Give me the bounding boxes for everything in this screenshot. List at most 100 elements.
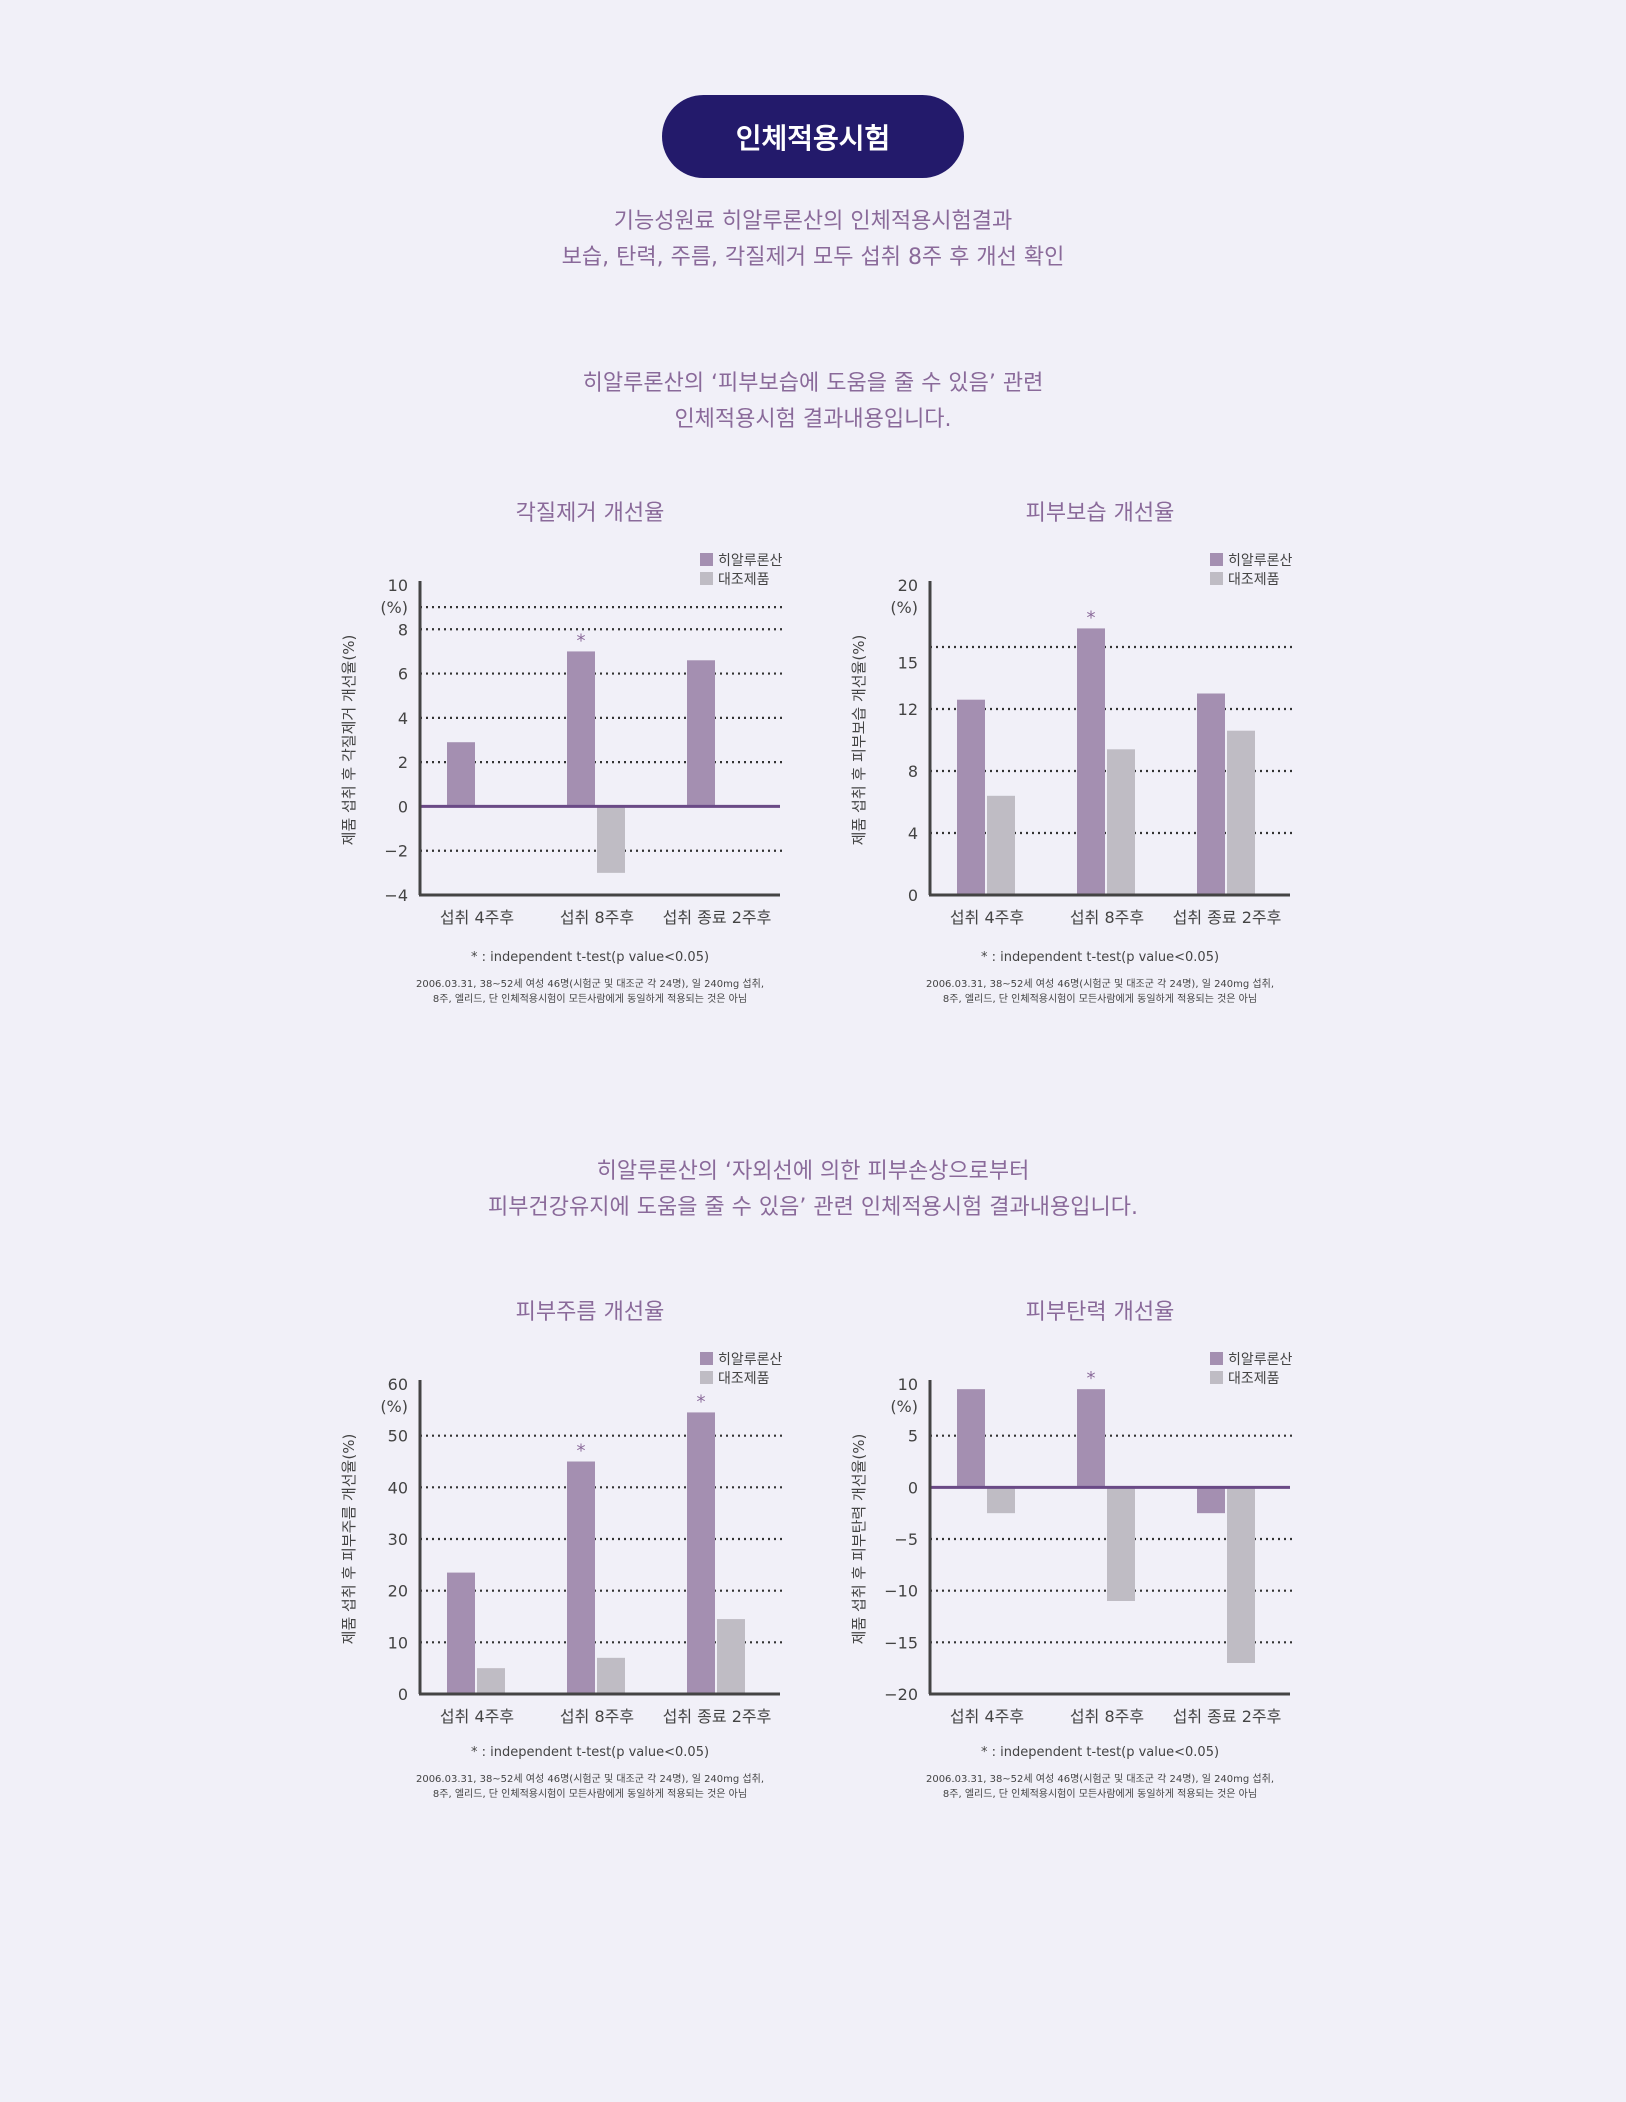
bar-hyaluronic [957, 1389, 985, 1488]
chart-source: 2006.03.31, 38~52세 여성 46명(시험군 및 대조군 각 24… [840, 977, 1360, 1007]
y-tick-label: −15 [884, 1633, 918, 1652]
y-tick-label: 10 [898, 1375, 918, 1394]
legend-swatch-control [1210, 1371, 1223, 1384]
y-tick-label: 6 [398, 665, 408, 684]
chart-source-line: 8주, 엘리드, 단 인체적용시험이 모든사람에게 동일하게 적용되는 것은 아… [942, 1789, 1258, 1800]
bar-hyaluronic [567, 1461, 595, 1694]
y-tick-label: 0 [908, 1478, 918, 1497]
bar-control [1227, 1487, 1255, 1663]
bar-control [1107, 749, 1135, 895]
chart-title: 피부탄력 개선율 [1025, 1300, 1175, 1325]
chart-source-line: 2006.03.31, 38~52세 여성 46명(시험군 및 대조군 각 24… [415, 1774, 765, 1785]
x-tick-label: 섭취 4주후 [440, 908, 514, 927]
bar-hyaluronic [687, 1412, 715, 1694]
bar-hyaluronic [957, 699, 985, 895]
legend-swatch-control [700, 1371, 713, 1384]
chart-source: 2006.03.31, 38~52세 여성 46명(시험군 및 대조군 각 24… [840, 1772, 1360, 1802]
section-title-pill: 인체적용시험 [662, 95, 964, 178]
section2-text: 히알루론산의 ‘자외선에 의한 피부손상으로부터 피부건강유지에 도움을 줄 수… [0, 1154, 1626, 1226]
chart-svg: 10 8 6 4 2 0 −2 −4 (%) 제품 섭취 후 각질제거 개선율(%) 섭취 4주후 *… [340, 553, 784, 927]
bar-hyaluronic [447, 1572, 475, 1694]
chart-note: * : independent t-test(p value<0.05) [980, 950, 1220, 965]
section2-line: 피부건강유지에 도움을 줄 수 있음’ 관련 인체적용시험 결과내용입니다. [488, 1195, 1138, 1220]
bar-hyaluronic [1197, 1487, 1225, 1514]
y-tick-label: 30 [388, 1530, 408, 1549]
x-tick-label: 섭취 8주후 [560, 908, 634, 927]
x-tick-label: 섭취 종료 2주후 [1173, 1707, 1282, 1726]
y-tick-label: 0 [908, 886, 918, 905]
y-tick-label: −20 [884, 1685, 918, 1704]
x-tick-label: 섭취 8주후 [1070, 908, 1144, 927]
y-tick-label: 0 [398, 797, 408, 816]
chart-source-line: 8주, 엘리드, 단 인체적용시험이 모든사람에게 동일하게 적용되는 것은 아… [942, 994, 1258, 1005]
section2-line: 히알루론산의 ‘자외선에 의한 피부손상으로부터 [596, 1159, 1030, 1184]
y-tick-label: −2 [384, 842, 408, 861]
chart-source-line: 8주, 엘리드, 단 인체적용시험이 모든사람에게 동일하게 적용되는 것은 아… [432, 1789, 748, 1800]
legend-swatch-hyaluronic [700, 1352, 713, 1365]
bar-hyaluronic [447, 742, 475, 807]
y-unit-label: (%) [890, 1397, 918, 1416]
chart-svg: 10 5 0 −5 −10 −15 −20 (%) 제품 섭취 후 피부탄력 개선율(%) 섭취 … [850, 1352, 1294, 1726]
significance-marker: * [1087, 1368, 1096, 1389]
chart-exfoliation: 각질제거 개선율 10 8 6 4 2 0 −2 −4 (%) 제품 섭취 후 각질제거 개선율(… [330, 495, 850, 1015]
y-tick-label: 15 [898, 654, 918, 673]
legend-label-control: 대조제품 [1228, 572, 1280, 588]
chart-source: 2006.03.31, 38~52세 여성 46명(시험군 및 대조군 각 24… [330, 977, 850, 1007]
bar-hyaluronic [1197, 693, 1225, 895]
x-tick-label: 섭취 종료 2주후 [663, 908, 772, 927]
chart-source-line: 2006.03.31, 38~52세 여성 46명(시험군 및 대조군 각 24… [415, 979, 765, 990]
y-tick-label: 10 [388, 1633, 408, 1652]
chart-note: * : independent t-test(p value<0.05) [470, 950, 710, 965]
x-tick-label: 섭취 8주후 [560, 1707, 634, 1726]
y-tick-label: 10 [388, 576, 408, 595]
x-tick-label: 섭취 8주후 [1070, 1707, 1144, 1726]
x-tick-label: 섭취 4주후 [950, 1707, 1024, 1726]
bar-control [717, 1619, 745, 1694]
x-tick-label: 섭취 4주후 [950, 908, 1024, 927]
y-tick-label: 0 [398, 1685, 408, 1704]
bar-hyaluronic [1077, 1389, 1105, 1488]
legend-swatch-control [700, 572, 713, 585]
bar-hyaluronic [567, 651, 595, 807]
legend-label-hyaluronic: 히알루론산 [718, 553, 783, 569]
y-tick-label: −10 [884, 1582, 918, 1601]
chart-title: 각질제거 개선율 [515, 501, 665, 526]
legend-label-hyaluronic: 히알루론산 [718, 1352, 783, 1368]
y-tick-label: −4 [384, 886, 408, 905]
y-axis-title: 제품 섭취 후 각질제거 개선율(%) [340, 635, 358, 846]
chart-moisture: 피부보습 개선율 20 15 12 8 4 0 (%) 제품 섭취 후 피부보습 개선율(%)… [840, 495, 1360, 1015]
chart-title: 피부보습 개선율 [1025, 501, 1175, 526]
y-axis-title: 제품 섭취 후 피부주름 개선율(%) [340, 1434, 358, 1645]
bar-control [987, 795, 1015, 895]
y-tick-label: 5 [908, 1427, 918, 1446]
legend-label-control: 대조제품 [718, 1371, 770, 1387]
chart-source: 2006.03.31, 38~52세 여성 46명(시험군 및 대조군 각 24… [330, 1772, 850, 1802]
legend-label-control: 대조제품 [1228, 1371, 1280, 1387]
chart-source-line: 8주, 엘리드, 단 인체적용시험이 모든사람에게 동일하게 적용되는 것은 아… [432, 994, 748, 1005]
bar-control [987, 1487, 1015, 1514]
y-unit-label: (%) [380, 598, 408, 617]
y-tick-label: 20 [898, 576, 918, 595]
chart-source-line: 2006.03.31, 38~52세 여성 46명(시험군 및 대조군 각 24… [925, 1774, 1275, 1785]
intro-line: 보습, 탄력, 주름, 각질제거 모두 섭취 8주 후 개선 확인 [561, 245, 1065, 270]
section1-line: 히알루론산의 ‘피부보습에 도움을 줄 수 있음’ 관련 [582, 371, 1044, 396]
y-tick-label: 40 [388, 1478, 408, 1497]
bar-control [1227, 730, 1255, 895]
chart-source-line: 2006.03.31, 38~52세 여성 46명(시험군 및 대조군 각 24… [925, 979, 1275, 990]
legend-swatch-hyaluronic [1210, 1352, 1223, 1365]
y-unit-label: (%) [890, 598, 918, 617]
bar-control [1107, 1487, 1135, 1601]
legend-swatch-hyaluronic [700, 553, 713, 566]
bar-hyaluronic [1077, 628, 1105, 895]
legend-label-control: 대조제품 [718, 572, 770, 588]
y-tick-label: 60 [388, 1375, 408, 1394]
y-tick-label: 4 [398, 709, 408, 728]
legend-swatch-control [1210, 572, 1223, 585]
chart-svg: 20 15 12 8 4 0 (%) 제품 섭취 후 피부보습 개선율(%) 섭취 4주후 * 섭취… [850, 553, 1294, 927]
x-tick-label: 섭취 4주후 [440, 1707, 514, 1726]
y-tick-label: 8 [398, 620, 408, 639]
section1-line: 인체적용시험 결과내용입니다. [674, 407, 952, 432]
y-axis-title: 제품 섭취 후 피부탄력 개선율(%) [850, 1434, 868, 1645]
legend-label-hyaluronic: 히알루론산 [1228, 1352, 1293, 1368]
x-tick-label: 섭취 종료 2주후 [1173, 908, 1282, 927]
